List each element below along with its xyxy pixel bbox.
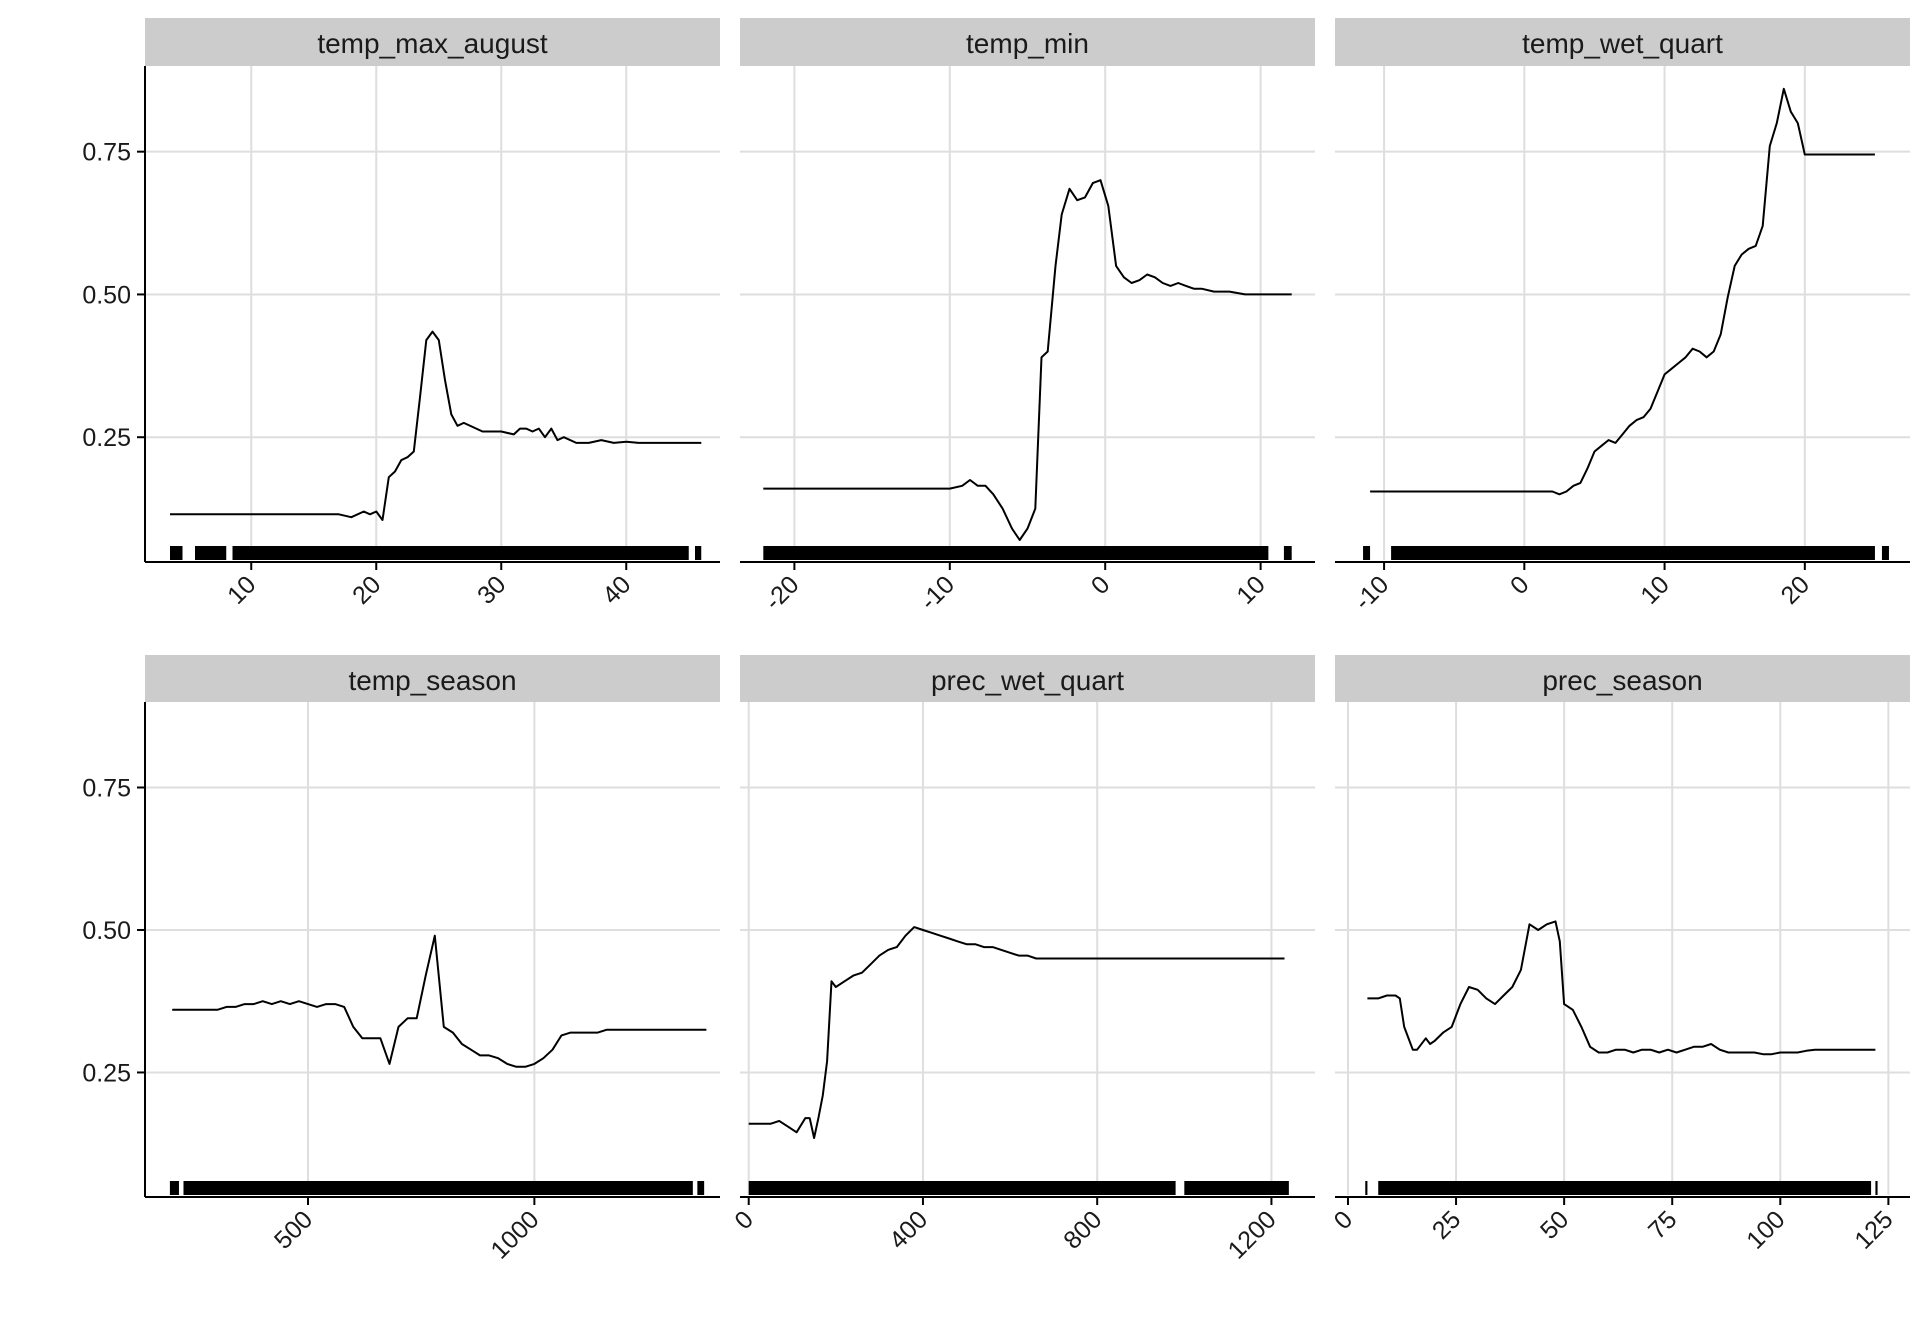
rug-marks	[1363, 546, 1371, 560]
x-tick-label: 20	[347, 570, 386, 609]
facet-title: prec_season	[1542, 665, 1702, 696]
pd-curve	[763, 179, 1292, 541]
x-tick-label: 0	[1505, 570, 1535, 600]
facet-strip	[740, 655, 1315, 702]
x-tick-label: 100	[1741, 1205, 1790, 1254]
pd-curve	[748, 926, 1285, 1139]
facet-title: prec_wet_quart	[931, 665, 1124, 696]
rug-marks	[748, 1181, 1176, 1195]
x-tick-label: 500	[269, 1205, 318, 1254]
rug-marks	[695, 546, 702, 560]
panel-prec_season: prec_season 0 25 50 75 100 125	[1329, 655, 1910, 1255]
panel-temp_wet_quart: temp_wet_quart -10 0 10 20	[1335, 18, 1910, 616]
panel-temp_min: temp_min -20 -10 0 10	[740, 18, 1315, 616]
x-tick-label: 800	[1058, 1205, 1107, 1254]
panel-temp_max_august: temp_max_august 10 20 30 40 0.25 0.50 0.75	[82, 18, 720, 610]
facet-strip	[1335, 655, 1910, 702]
rug-marks	[232, 546, 689, 560]
rug-marks	[1875, 1181, 1878, 1195]
rug-marks	[170, 546, 183, 560]
x-tick-label: 10	[1635, 570, 1674, 609]
rug-marks	[169, 1181, 179, 1195]
rug-marks	[195, 546, 227, 560]
facet-title: temp_wet_quart	[1522, 28, 1723, 59]
x-tick-label: 1200	[1223, 1205, 1282, 1264]
facet-strip	[145, 655, 720, 702]
panel-prec_wet_quart: prec_wet_quart 0 400 800 1200	[729, 655, 1315, 1265]
x-tick-label: 30	[472, 570, 511, 609]
facet-title: temp_season	[348, 665, 516, 696]
rug-marks	[1378, 1181, 1872, 1195]
x-tick-label: 0	[1086, 570, 1116, 600]
y-tick-label: 0.25	[82, 1059, 131, 1087]
rug-marks	[1184, 1181, 1289, 1195]
rug-marks	[1881, 546, 1889, 560]
y-tick-label: 0.75	[82, 139, 131, 167]
x-tick-label: 0	[729, 1205, 759, 1235]
x-tick-label: 50	[1535, 1205, 1574, 1244]
facet-strip	[1335, 18, 1910, 66]
facet-title: temp_min	[966, 28, 1089, 59]
rug-marks	[697, 1181, 705, 1195]
x-tick-label: 10	[222, 570, 261, 609]
x-tick-label: -10	[915, 570, 960, 615]
facet-strip	[740, 18, 1315, 66]
y-tick-label: 0.50	[82, 281, 131, 309]
x-tick-label: -20	[759, 570, 804, 615]
y-tick-label: 0.75	[82, 774, 131, 802]
rug-marks	[1365, 1181, 1368, 1195]
x-tick-label: 400	[884, 1205, 933, 1254]
facet-title: temp_max_august	[317, 28, 548, 59]
x-tick-label: 25	[1427, 1205, 1466, 1244]
x-tick-label: -10	[1349, 570, 1394, 615]
pd-curve	[1370, 87, 1875, 496]
pd-curve	[1367, 920, 1876, 1056]
rug-marks	[1391, 546, 1875, 560]
y-tick-label: 0.50	[82, 917, 131, 945]
y-tick-label: 0.25	[82, 424, 131, 452]
pd-curve	[170, 330, 702, 521]
x-tick-label: 125	[1849, 1205, 1898, 1254]
rug-marks	[1283, 546, 1292, 560]
x-tick-label: 75	[1643, 1205, 1682, 1244]
rug-marks	[763, 546, 1269, 560]
x-tick-label: 40	[597, 570, 636, 609]
rug-marks	[183, 1181, 693, 1195]
x-tick-label: 1000	[485, 1205, 544, 1264]
pd-curve	[172, 934, 707, 1068]
x-tick-label: 0	[1329, 1205, 1359, 1235]
x-tick-label: 20	[1776, 570, 1815, 609]
x-tick-label: 10	[1231, 570, 1270, 609]
facet-strip	[145, 18, 720, 66]
panel-temp_season: temp_season 500 1000 0.25 0.50 0.75	[82, 655, 720, 1265]
